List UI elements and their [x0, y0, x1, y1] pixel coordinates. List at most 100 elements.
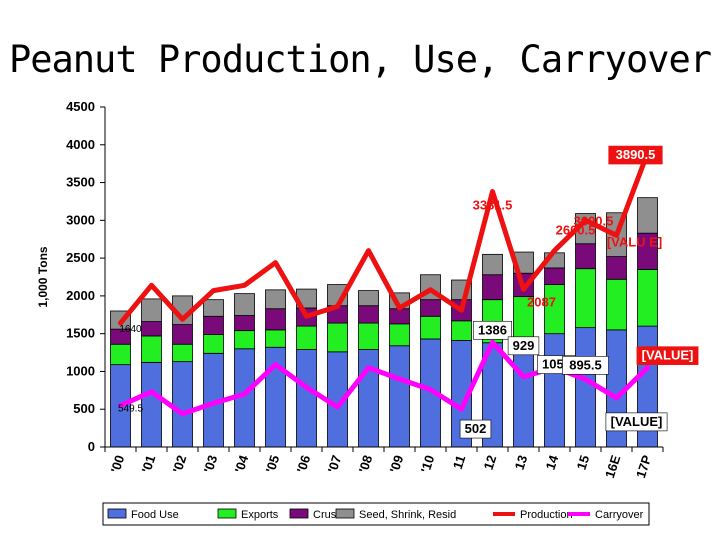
data-label-box-11: [562, 356, 609, 375]
data-label-text-9: [VALUE]: [642, 348, 694, 363]
bar-exports-11: [451, 320, 472, 341]
legend-swatch-exports: [217, 508, 237, 519]
bar-crush-8: [358, 305, 379, 324]
y-tick-label-1500: 1500: [66, 326, 95, 341]
data-label-box-7: [472, 320, 512, 340]
bar-seed-shrink-resid-1: [141, 298, 162, 322]
legend-swatch-food-use: [107, 508, 127, 519]
bar-food-use-15: [575, 327, 596, 448]
y-tick-label-2500: 2500: [66, 250, 95, 265]
bar-crush-2: [172, 324, 193, 345]
bar-food-use-9: [389, 345, 410, 448]
y-axis-label: 1,000 Tons: [36, 246, 50, 307]
bar-food-use-2: [172, 361, 193, 448]
x-tick-label-16: 16E: [602, 453, 624, 480]
data-label-box-10: [507, 336, 540, 356]
bar-seed-shrink-resid-3: [203, 299, 224, 317]
bar-exports-6: [296, 325, 317, 350]
x-tick-label-15: 15: [574, 453, 593, 471]
bar-crush-14: [544, 267, 565, 285]
x-tick-label-13: 13: [512, 453, 531, 471]
data-label-11: 895.5: [562, 356, 609, 375]
data-label-1: 3381.5: [473, 198, 513, 213]
x-tick-label-11: 11: [450, 453, 469, 471]
data-label-text-2: 3000.5: [574, 213, 614, 228]
x-tick-label-12: 12: [481, 453, 500, 471]
bar-seed-shrink-resid-4: [234, 293, 255, 316]
data-label-text-7: 1386: [478, 322, 507, 337]
bar-seed-shrink-resid-5: [265, 289, 286, 310]
annotations-layer: 3890.5 3381.5 3000.5 [VALU E] 2600.5 2087 1640…: [118, 145, 699, 439]
data-label-14: 549.5: [118, 403, 143, 414]
line-production: [118, 150, 650, 326]
data-label-box-9: [636, 346, 699, 365]
data-label-3: [VALU E]: [607, 234, 662, 249]
data-label-text-14: 549.5: [118, 403, 143, 414]
bar-seed-shrink-resid-8: [358, 290, 379, 307]
legend-label-food-use: Food Use: [131, 509, 179, 521]
bar-food-use-14: [544, 333, 565, 448]
y-tick-label-0: 0: [88, 439, 95, 454]
data-label-text-13: [VALUE]: [611, 414, 663, 429]
bar-exports-5: [265, 329, 286, 348]
data-label-5: 2087: [527, 294, 556, 309]
x-tick-label-4: '04: [232, 453, 252, 475]
x-tick-label-14: 14: [543, 453, 562, 472]
y-tick-label-2000: 2000: [66, 288, 95, 303]
legend-swatch-crush: [289, 508, 309, 519]
y-tick-label-3000: 3000: [66, 212, 95, 227]
data-label-0: 3890.5: [608, 145, 663, 165]
bar-exports-15: [575, 268, 596, 329]
bar-exports-3: [203, 334, 224, 354]
legend-label-production: Production: [520, 509, 573, 521]
bar-exports-1: [141, 335, 162, 363]
x-tick-label-7: '07: [325, 453, 345, 474]
x-tick-label-9: '09: [387, 453, 407, 474]
data-label-text-4: 2600.5: [556, 222, 596, 237]
x-tick-label-6: '06: [294, 453, 314, 474]
bar-exports-2: [172, 343, 193, 363]
legend: Food Use Exports Crush Seed, Shrink, Resid P…: [107, 508, 644, 521]
bar-crush-9: [389, 308, 410, 325]
bar-exports-0: [110, 343, 131, 366]
y-tick-label-4000: 4000: [66, 137, 95, 152]
data-label-text-0: 3890.5: [616, 147, 656, 162]
axes-layer: 0 500 1000 1500 2000 2500 3000 3500 4000 4500 '00 '…: [66, 99, 664, 480]
bar-exports-10: [420, 315, 441, 340]
bar-food-use-6: [296, 349, 317, 448]
x-tick-label-0: '00: [108, 453, 128, 474]
legend-label-crush: Crush: [313, 509, 342, 521]
data-label-box-13: [605, 412, 668, 432]
data-label-6: 1640: [119, 324, 142, 335]
data-label-9: [VALUE]: [636, 346, 699, 365]
bar-exports-9: [389, 323, 410, 347]
data-label-4: 2600.5: [556, 222, 596, 237]
data-label-text-3: [VALU E]: [607, 234, 662, 249]
data-label-box-12: [459, 419, 492, 439]
y-tick-label-4500: 4500: [66, 99, 95, 114]
bar-exports-8: [358, 322, 379, 350]
chart-title: Peanut Production, Use, Carryover: [8, 38, 712, 81]
legend-label-seed-shrink-resid: Seed, Shrink, Resid: [359, 509, 456, 521]
bar-exports-17: [637, 269, 658, 327]
data-label-box-0: [608, 145, 663, 165]
bar-crush-5: [265, 308, 286, 331]
data-label-12: 502: [459, 419, 492, 439]
bar-exports-16: [606, 278, 627, 331]
x-tick-label-17: 17P: [633, 453, 655, 480]
x-tick-label-1: '01: [139, 453, 159, 474]
bar-crush-1: [141, 321, 162, 337]
x-tick-label-10: '10: [418, 453, 438, 474]
bar-crush-10: [420, 299, 441, 317]
bar-crush-3: [203, 315, 224, 335]
bar-food-use-8: [358, 349, 379, 448]
data-label-text-6: 1640: [119, 324, 142, 335]
data-label-10: 929: [507, 336, 540, 356]
bar-crush-16: [606, 256, 627, 280]
bar-exports-7: [327, 322, 348, 353]
data-label-2: 3000.5: [574, 213, 614, 228]
bar-seed-shrink-resid-12: [482, 253, 503, 276]
y-tick-label-3500: 3500: [66, 175, 95, 190]
data-label-text-12: 502: [465, 421, 487, 436]
bar-crush-12: [482, 274, 503, 301]
